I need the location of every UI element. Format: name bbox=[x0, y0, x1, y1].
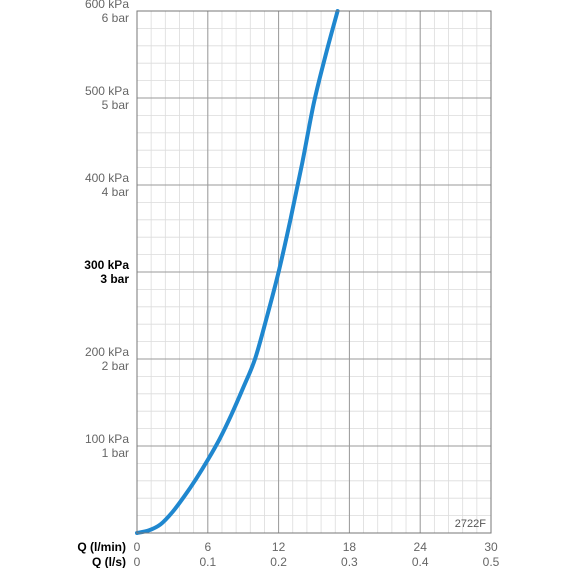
y-tick-label-kpa: 100 kPa bbox=[85, 432, 129, 446]
y-tick-label-bar: 2 bar bbox=[102, 359, 129, 373]
chart-code-label: 2722F bbox=[455, 518, 486, 530]
series-line bbox=[135, 9, 340, 535]
y-tick-label-kpa: 600 kPa bbox=[85, 0, 129, 11]
x-tick-label: 0.4 bbox=[412, 555, 429, 568]
x-tick-label: 24 bbox=[414, 540, 428, 554]
x-tick-label: 0 bbox=[134, 540, 141, 554]
x-tick-label: 12 bbox=[272, 540, 286, 554]
y-tick-label-bar: 3 bar bbox=[100, 272, 129, 286]
y-tick-label-bar: 1 bar bbox=[102, 446, 129, 460]
y-tick-label-kpa: 500 kPa bbox=[85, 84, 129, 98]
y-tick-label-bar: 4 bar bbox=[102, 185, 129, 199]
x-tick-label: 0 bbox=[134, 555, 141, 568]
y-tick-label-bar: 5 bar bbox=[102, 98, 129, 112]
x-tick-label: 6 bbox=[204, 540, 211, 554]
y-tick-label-kpa: 200 kPa bbox=[85, 345, 129, 359]
y-tick-label-bar: 6 bar bbox=[102, 11, 129, 25]
x-axis-labels: Q (l/min) 0 6 12 18 24 30 Q (l/s) 0 0.1 0.2 0.3 0.4 0… bbox=[77, 540, 499, 568]
x-tick-label: 0.3 bbox=[341, 555, 358, 568]
series-layer bbox=[135, 9, 340, 535]
x-tick-label: 18 bbox=[343, 540, 357, 554]
x-tick-label: 0.5 bbox=[483, 555, 500, 568]
x-tick-label: 0.2 bbox=[270, 555, 287, 568]
x-axis-title: Q (l/s) bbox=[92, 555, 126, 568]
major-grid bbox=[137, 11, 491, 533]
y-tick-label-kpa: 400 kPa bbox=[85, 171, 129, 185]
y-tick-label-kpa: 300 kPa bbox=[84, 258, 129, 272]
plot-frame bbox=[136, 10, 492, 534]
x-tick-label: 0.1 bbox=[199, 555, 216, 568]
x-tick-label: 30 bbox=[484, 540, 498, 554]
x-axis-title: Q (l/min) bbox=[77, 540, 126, 554]
